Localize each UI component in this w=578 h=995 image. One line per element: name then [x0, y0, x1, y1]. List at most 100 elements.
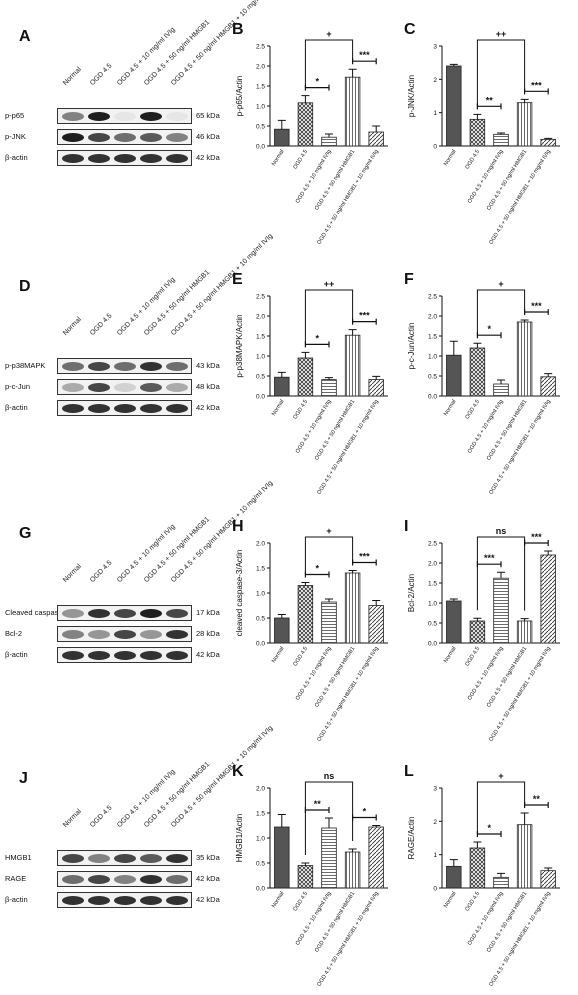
y-tick-label: 2: [433, 77, 437, 84]
y-tick-label: 2.5: [428, 541, 437, 548]
error-bar: [544, 550, 553, 555]
error-bar: [372, 375, 381, 380]
protein-label: Bcl-2: [5, 629, 23, 638]
bar: [321, 136, 337, 147]
significance-label: ***: [359, 50, 370, 60]
significance-bracket: [304, 536, 354, 575]
significance-label: *: [315, 333, 319, 343]
panel-label: B: [232, 21, 244, 38]
blot-panel-G: G Normal OGD 4.5 OGD 4.5 + 10 mg/ml IVIg OGD…: [5, 480, 274, 675]
y-tick-label: 2.0: [256, 64, 265, 71]
bar: [516, 620, 533, 644]
lane-label: OGD 4.5: [89, 312, 114, 337]
x-tick-label: OGD 4.5: [465, 149, 482, 171]
blot-band: [166, 609, 188, 618]
blot-band: [166, 854, 188, 863]
bar: [274, 128, 290, 147]
kda-label: 42 kDa: [196, 403, 220, 412]
y-tick-label: 0.5: [256, 861, 265, 868]
y-tick-label: 1.5: [256, 811, 265, 818]
kda-label: 42 kDa: [196, 650, 220, 659]
blot-band: [166, 383, 188, 392]
y-tick-label: 2.5: [256, 294, 265, 301]
blot-band: [114, 854, 136, 863]
y-tick-label: 2.0: [428, 561, 437, 568]
blot-band: [140, 154, 162, 163]
error-bar: [497, 872, 505, 878]
error-bar: [301, 862, 310, 866]
panel-label: I: [404, 518, 408, 535]
x-tick-label: Normal: [271, 646, 285, 664]
blot-panel-J: J Normal OGD 4.5 OGD 4.5 + 10 mg/ml IVIg OGD…: [5, 725, 274, 920]
bar-chart-F: Fp-c-Jun/Actin 0.0 0.5 1.0 1.5 2.0 2.5 Normal OG…: [404, 271, 560, 496]
y-tick-label: 1.0: [256, 836, 265, 843]
blot-strip: [57, 647, 192, 663]
significance-label: ***: [359, 311, 370, 321]
significance-label: ns: [496, 526, 507, 536]
significance-label: ***: [531, 80, 542, 90]
error-bar: [473, 113, 482, 120]
bar: [344, 851, 361, 889]
blot-band: [166, 651, 188, 660]
bar: [446, 600, 462, 644]
bar: [516, 321, 533, 397]
blot-band: [114, 404, 136, 413]
significance-label: ***: [531, 532, 542, 542]
blot-panel-D: D Normal OGD 4.5 OGD 4.5 + 10 mg/ml IVIg OGD…: [5, 233, 274, 428]
y-tick-label: 1: [433, 852, 437, 859]
bar: [274, 826, 290, 889]
blot-band: [114, 112, 136, 121]
significance-label: +: [326, 526, 331, 536]
y-tick-label: 0.0: [428, 641, 437, 648]
significance-label: *: [363, 807, 367, 817]
protein-label: β-actin: [5, 403, 28, 412]
error-bar: [544, 867, 553, 871]
blot-band: [88, 383, 110, 392]
error-bar: [348, 848, 357, 852]
bar: [297, 357, 314, 397]
significance-label: ***: [531, 301, 542, 311]
error-bar: [372, 125, 381, 132]
y-tick-label: 2.5: [428, 294, 437, 301]
bar: [368, 605, 384, 644]
y-tick-label: 1.5: [428, 334, 437, 341]
bar: [493, 577, 509, 644]
blot-band: [140, 875, 162, 884]
panel-label: F: [404, 271, 414, 288]
blot-band: [140, 133, 162, 142]
significance-label: **: [314, 799, 322, 809]
bar: [344, 76, 361, 147]
blot-strip: [57, 605, 192, 621]
blot-band: [88, 854, 110, 863]
significance-label: **: [486, 95, 494, 105]
protein-label: RAGE: [5, 874, 27, 883]
bar: [297, 865, 314, 889]
error-bar: [520, 812, 529, 825]
blot-band: [114, 875, 136, 884]
error-bar: [449, 63, 458, 66]
significance-bracket: [352, 559, 377, 566]
x-tick-label: OGD 4.5: [465, 646, 482, 668]
blot-band: [62, 383, 84, 392]
y-tick-label: 2.5: [256, 44, 265, 51]
blot-band: [140, 651, 162, 660]
bar: [368, 379, 384, 397]
bar: [493, 876, 509, 889]
y-tick-label: 1.0: [428, 601, 437, 608]
error-bar: [325, 817, 333, 828]
error-bar: [348, 329, 357, 336]
protein-label: β-actin: [5, 650, 28, 659]
x-tick-label: OGD 4.5 + 50 ng/ml HMGB1: [314, 399, 356, 462]
x-tick-label: Normal: [271, 399, 285, 417]
bar: [540, 376, 556, 397]
panel-label: A: [19, 28, 31, 45]
bar: [274, 376, 290, 397]
y-tick-label: 0.5: [256, 616, 265, 623]
significance-bracket: [304, 84, 330, 91]
y-axis-label: p-c-Jun/Actin: [407, 323, 416, 370]
significance-bracket: [304, 781, 354, 855]
lane-label: OGD 4.5: [89, 804, 114, 829]
error-bar: [372, 825, 381, 827]
panel-label: L: [404, 763, 414, 780]
protein-label: β-actin: [5, 895, 28, 904]
